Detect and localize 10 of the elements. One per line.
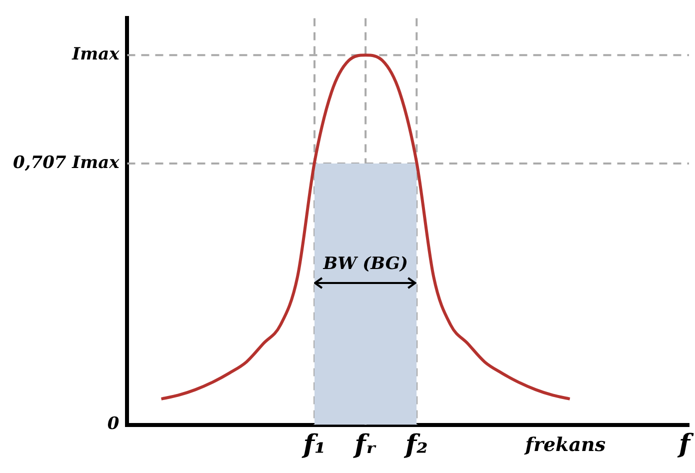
y-tick-label: 0,707 Imax — [12, 152, 120, 173]
y-tick-label: 0 — [107, 414, 120, 434]
x-tick-label: f₂ — [403, 430, 428, 460]
x-axis-title: frekans — [523, 434, 606, 456]
x-tick-label: f₁ — [301, 430, 326, 460]
annotation: BW (BG) — [322, 254, 408, 274]
y-tick-label: Imax — [71, 44, 120, 65]
x-tick-label: fᵣ — [352, 430, 377, 460]
text: f — [676, 430, 694, 460]
line-series — [160, 54, 572, 400]
